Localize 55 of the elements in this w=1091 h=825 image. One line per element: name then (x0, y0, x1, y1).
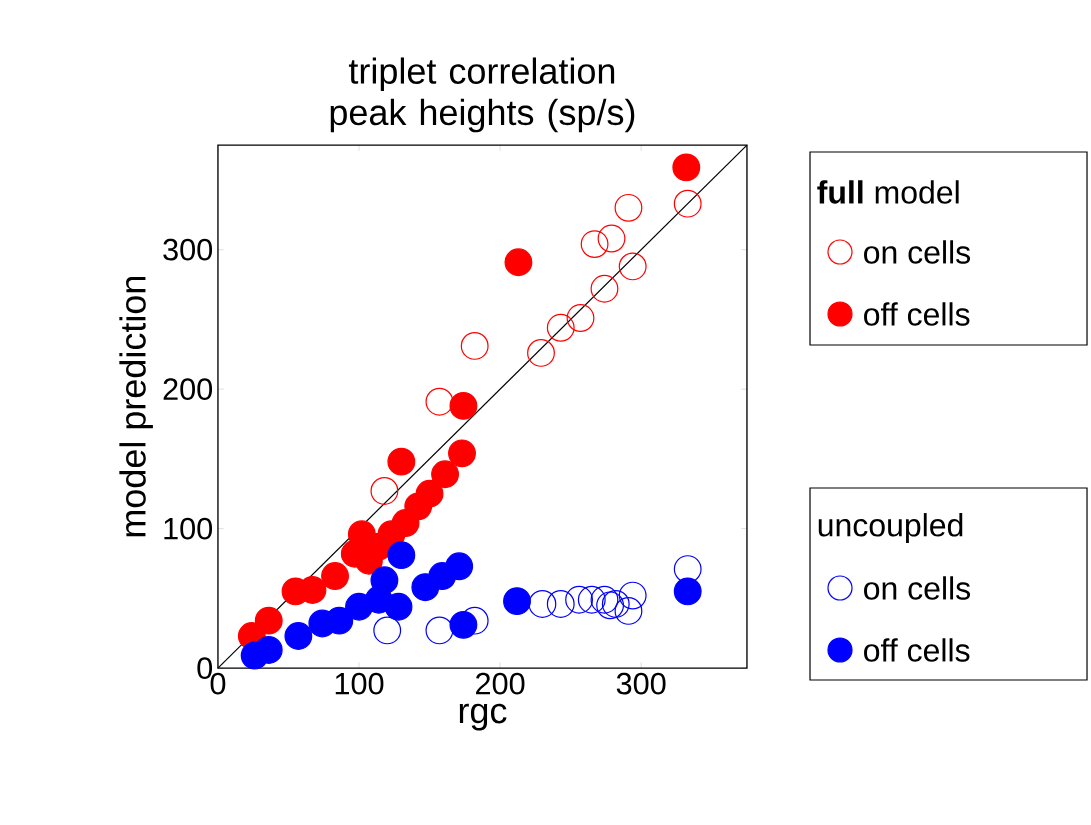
point (449, 391, 478, 420)
point (387, 541, 416, 570)
point (425, 387, 454, 416)
point (546, 590, 575, 618)
point (566, 304, 595, 332)
point (448, 439, 476, 468)
point (577, 585, 606, 614)
y-tick-label: 200 (163, 378, 213, 401)
y-tick-label: 0 (197, 657, 213, 679)
point (580, 230, 609, 259)
x-tick-label: 300 (616, 672, 666, 695)
legend-label: off cells (864, 638, 970, 662)
point (503, 587, 531, 616)
point (460, 331, 489, 360)
point (411, 573, 440, 602)
point (284, 622, 313, 650)
point (449, 610, 478, 639)
y-tick-label: 300 (163, 238, 213, 261)
point (254, 606, 283, 635)
point (565, 585, 594, 614)
point (596, 591, 625, 620)
point (614, 193, 643, 222)
legend-label: on cells (864, 576, 971, 600)
legend-label: on cells (864, 240, 971, 264)
point (370, 477, 399, 505)
point (601, 590, 630, 618)
y-tick-label: 100 (164, 517, 213, 540)
point (387, 447, 416, 476)
y-axis-title: model prediction (119, 276, 153, 537)
point (673, 577, 702, 606)
point (345, 592, 373, 621)
x-axis-title: rgc (459, 703, 507, 731)
point (673, 189, 702, 218)
legend-label: off cells (864, 302, 970, 326)
point (597, 224, 626, 253)
point (528, 590, 557, 618)
point (527, 338, 555, 367)
point (425, 616, 454, 645)
point (618, 252, 647, 281)
x-tick-label: 200 (476, 672, 525, 695)
point (321, 562, 349, 590)
text: full model (817, 180, 959, 204)
point (546, 313, 575, 342)
point (618, 581, 647, 610)
point (504, 248, 533, 277)
x-tick-label: 100 (335, 672, 384, 695)
point (240, 641, 269, 670)
point (431, 460, 459, 489)
point (614, 596, 643, 625)
point (590, 585, 619, 614)
point (590, 274, 619, 303)
text: uncoupled (818, 513, 963, 543)
point (373, 616, 402, 645)
chart-title: triplet correlation peak heights (sp/s) (330, 57, 635, 133)
point (672, 153, 701, 182)
